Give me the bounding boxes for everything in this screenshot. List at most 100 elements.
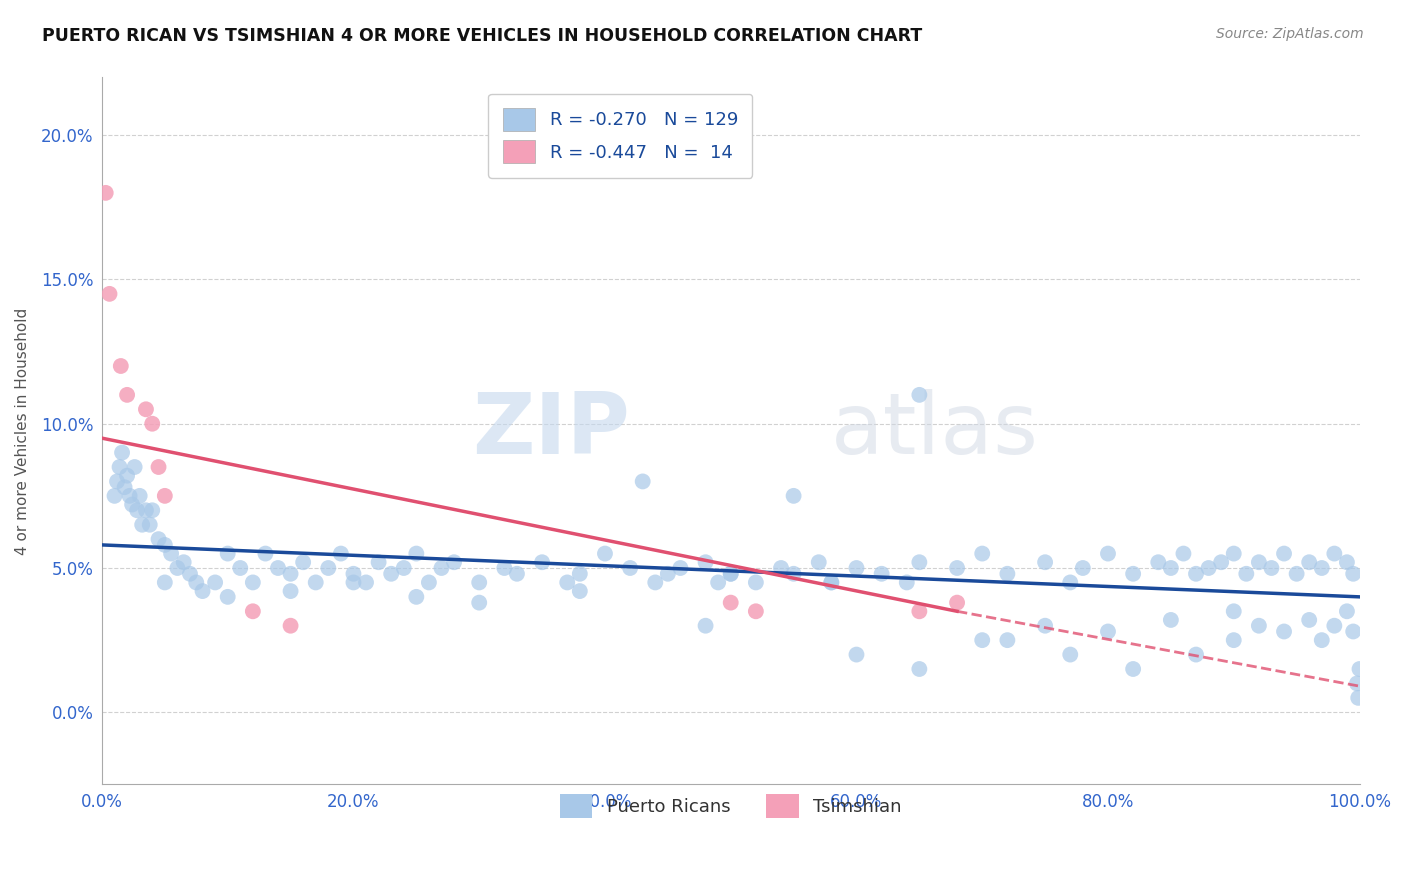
Point <box>506 566 529 581</box>
Point <box>1122 566 1144 581</box>
Point <box>242 575 264 590</box>
Point <box>392 561 415 575</box>
Point <box>111 445 134 459</box>
Point <box>405 590 427 604</box>
Point <box>128 489 150 503</box>
Point <box>280 584 302 599</box>
Point <box>745 575 768 590</box>
Point <box>619 561 641 575</box>
Point <box>115 468 138 483</box>
Point <box>141 503 163 517</box>
Point <box>367 555 389 569</box>
Point <box>138 517 160 532</box>
Point <box>217 547 239 561</box>
Point <box>1211 555 1233 569</box>
Point <box>782 566 804 581</box>
Point <box>217 590 239 604</box>
Point <box>115 388 138 402</box>
Point <box>153 489 176 503</box>
Point <box>593 547 616 561</box>
Point <box>148 532 170 546</box>
Point <box>418 575 440 590</box>
Point <box>631 475 654 489</box>
Point <box>1310 561 1333 575</box>
Point <box>468 596 491 610</box>
Point <box>1298 555 1320 569</box>
Point <box>568 566 591 581</box>
Point <box>1285 566 1308 581</box>
Point <box>342 575 364 590</box>
Point <box>267 561 290 575</box>
Point <box>1033 555 1056 569</box>
Point <box>141 417 163 431</box>
Point <box>695 555 717 569</box>
Point <box>108 460 131 475</box>
Point <box>1341 566 1364 581</box>
Point <box>972 633 994 648</box>
Text: atlas: atlas <box>831 390 1039 473</box>
Point <box>1347 690 1369 705</box>
Point <box>110 359 132 373</box>
Point <box>1071 561 1094 575</box>
Point <box>1173 547 1195 561</box>
Point <box>1348 662 1371 676</box>
Point <box>1323 618 1346 632</box>
Point <box>405 547 427 561</box>
Point <box>1298 613 1320 627</box>
Point <box>1336 555 1358 569</box>
Point <box>153 538 176 552</box>
Point <box>1222 633 1244 648</box>
Point <box>870 566 893 581</box>
Point <box>166 561 188 575</box>
Point <box>1346 676 1368 690</box>
Text: ZIP: ZIP <box>472 390 630 473</box>
Point <box>242 604 264 618</box>
Point <box>173 555 195 569</box>
Point <box>720 566 742 581</box>
Point <box>186 575 208 590</box>
Point <box>105 475 128 489</box>
Point <box>908 555 931 569</box>
Point <box>430 561 453 575</box>
Point <box>1310 633 1333 648</box>
Point <box>946 561 969 575</box>
Point <box>103 489 125 503</box>
Point <box>494 561 516 575</box>
Point <box>292 555 315 569</box>
Point <box>148 460 170 475</box>
Point <box>908 604 931 618</box>
Point <box>1222 604 1244 618</box>
Point <box>443 555 465 569</box>
Point <box>820 575 842 590</box>
Point <box>229 561 252 575</box>
Point <box>191 584 214 599</box>
Point <box>1336 604 1358 618</box>
Point <box>669 561 692 575</box>
Point <box>1272 624 1295 639</box>
Point <box>318 561 340 575</box>
Point <box>720 566 742 581</box>
Point <box>531 555 554 569</box>
Point <box>98 286 121 301</box>
Point <box>135 402 157 417</box>
Point <box>720 596 742 610</box>
Point <box>1260 561 1282 575</box>
Point <box>845 561 868 575</box>
Point <box>1033 618 1056 632</box>
Point <box>769 561 792 575</box>
Point <box>1059 575 1081 590</box>
Point <box>555 575 578 590</box>
Point <box>153 575 176 590</box>
Point <box>468 575 491 590</box>
Point <box>908 662 931 676</box>
Text: Source: ZipAtlas.com: Source: ZipAtlas.com <box>1216 27 1364 41</box>
Point <box>305 575 328 590</box>
Point <box>995 566 1018 581</box>
Point <box>1122 662 1144 676</box>
Point <box>908 388 931 402</box>
Point <box>1097 547 1119 561</box>
Point <box>380 566 402 581</box>
Point <box>114 480 136 494</box>
Point <box>745 604 768 618</box>
Point <box>1160 561 1182 575</box>
